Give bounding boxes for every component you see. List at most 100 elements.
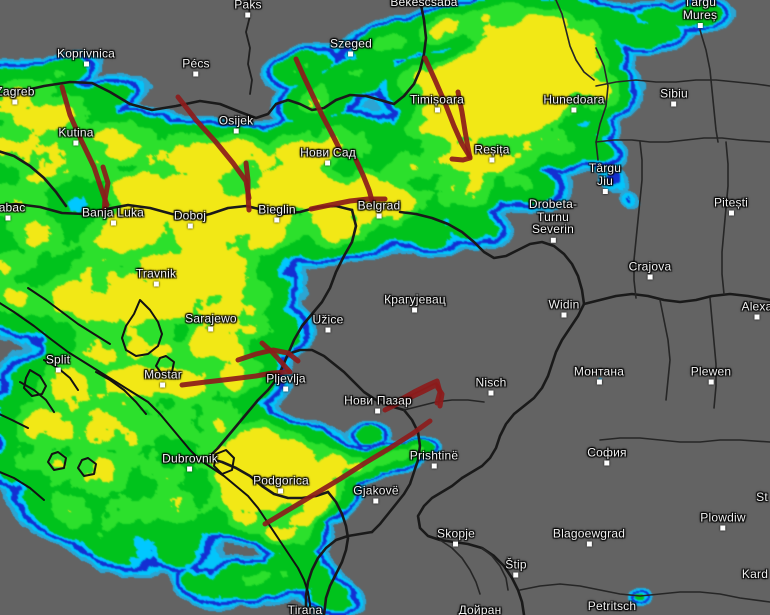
city-name-text: Pécs: [182, 56, 210, 71]
city-name-text: Prishtinë: [409, 448, 459, 463]
city-marker-dot: [187, 223, 193, 229]
city-label[interactable]: Pitești: [714, 197, 748, 216]
arrow-adriatic: [179, 369, 291, 388]
city-label[interactable]: Sarajewo: [185, 313, 237, 332]
city-name-text: Paks: [234, 0, 262, 12]
city-label[interactable]: Plowdiw: [700, 510, 746, 531]
city-marker-dot: [513, 572, 519, 578]
city-label[interactable]: Mostar: [144, 369, 182, 388]
city-name-text: Bieglin: [258, 202, 296, 217]
city-label[interactable]: Skopje: [437, 528, 475, 547]
city-marker-dot: [187, 466, 193, 472]
city-name-text: Sibiu: [660, 86, 688, 101]
city-marker-dot: [325, 160, 331, 166]
city-marker-dot: [550, 237, 556, 243]
city-marker-dot: [233, 128, 239, 134]
city-label[interactable]: Nisch: [475, 377, 506, 396]
city-label[interactable]: Šabac: [0, 202, 26, 221]
city-label[interactable]: Travnik: [136, 268, 176, 287]
city-label[interactable]: Split: [46, 354, 70, 373]
city-marker-dot: [278, 488, 284, 494]
arrow-montenegro: [262, 418, 433, 527]
city-marker-dot: [376, 213, 382, 219]
city-label[interactable]: Монтана: [574, 366, 624, 385]
city-label[interactable]: Zagreb: [0, 86, 35, 105]
city-label[interactable]: Нови Пазар: [344, 395, 412, 414]
city-label[interactable]: София: [587, 445, 627, 466]
city-label[interactable]: Târgu Jiu: [589, 162, 621, 194]
city-marker-dot: [754, 314, 760, 320]
city-label[interactable]: Timișoara: [410, 94, 464, 113]
arrow-resita: [449, 89, 473, 163]
city-label[interactable]: St: [756, 491, 768, 503]
city-name-text: Plowdiw: [700, 510, 746, 525]
city-name-text: Timișoara: [409, 92, 465, 107]
city-name-text: Banja Luka: [81, 205, 145, 220]
city-marker-dot: [434, 107, 440, 113]
city-label[interactable]: Pécs: [182, 56, 210, 77]
city-label[interactable]: Paks: [234, 0, 262, 18]
city-label[interactable]: Békéscsaba: [390, 0, 457, 8]
city-label[interactable]: Crajova: [629, 261, 672, 280]
city-marker-dot: [375, 408, 381, 414]
city-marker-dot: [5, 215, 11, 221]
city-label[interactable]: Нови Сад: [300, 147, 356, 166]
city-name-text: Дойран: [458, 603, 502, 615]
city-label[interactable]: Dubrovnik: [162, 453, 218, 472]
city-label[interactable]: Prishtinë: [410, 450, 459, 469]
city-label[interactable]: Reșița: [474, 144, 509, 163]
city-label[interactable]: Târgu Mureș: [683, 0, 717, 28]
city-marker-dot: [55, 367, 61, 373]
city-name-text: Crajova: [628, 259, 672, 274]
city-label[interactable]: Sibiu: [660, 88, 688, 107]
city-name-text: Sarajewo: [185, 311, 237, 326]
city-label[interactable]: Banja Luka: [82, 207, 144, 226]
city-label[interactable]: Štip: [505, 557, 527, 578]
city-name-text: Štip: [505, 557, 527, 572]
arrow-sava: [293, 56, 343, 153]
city-label[interactable]: Koprivnica: [57, 48, 115, 67]
city-marker-dot: [348, 51, 354, 57]
city-label[interactable]: Дойран: [459, 604, 502, 615]
city-marker-dot: [153, 281, 159, 287]
city-name-text: Békéscsaba: [390, 0, 458, 9]
city-name-text: Alexa: [741, 299, 770, 314]
city-label[interactable]: Kutina: [58, 127, 93, 146]
city-marker-dot: [193, 71, 199, 77]
city-label[interactable]: Kard: [742, 568, 768, 580]
city-label[interactable]: Крагујевац: [384, 294, 446, 313]
storm-track-annotations: [59, 55, 473, 527]
city-label[interactable]: Petritsch: [588, 600, 636, 612]
city-label[interactable]: Blagoewgrad: [553, 528, 625, 547]
city-label[interactable]: Szeged: [330, 38, 372, 57]
city-label[interactable]: Doboj: [174, 210, 206, 229]
city-label[interactable]: Belgrad: [358, 200, 401, 219]
city-label[interactable]: Hunedoara: [543, 94, 604, 113]
city-marker-dot: [245, 12, 251, 18]
arrow-slavonia: [243, 160, 252, 213]
city-name-text: Kutina: [58, 125, 94, 140]
city-name-text: Монтана: [573, 364, 625, 379]
city-label[interactable]: Gjakovë: [353, 485, 399, 504]
city-marker-dot: [274, 217, 280, 223]
city-label[interactable]: Užice: [312, 314, 343, 333]
city-name-text: Belgrad: [357, 198, 401, 213]
city-marker-dot: [720, 525, 726, 531]
city-name-text: Pljevlja: [266, 371, 306, 386]
city-marker-dot: [602, 189, 608, 194]
city-label[interactable]: Alexa: [741, 301, 770, 320]
city-label[interactable]: Drobeta- Turnu Severin: [529, 198, 577, 243]
city-label[interactable]: Bieglin: [258, 202, 296, 223]
city-label[interactable]: Plewen: [691, 366, 732, 385]
city-marker-dot: [83, 61, 89, 67]
city-label[interactable]: Tirana: [288, 604, 323, 615]
city-label[interactable]: Podgorica: [253, 475, 309, 494]
city-label[interactable]: Widin: [548, 299, 579, 318]
city-marker-dot: [160, 382, 166, 388]
city-label[interactable]: Osijek: [219, 115, 254, 134]
city-label[interactable]: Pljevlja: [266, 373, 306, 392]
city-name-text: София: [587, 445, 627, 460]
city-name-text: Крагујевац: [384, 292, 446, 307]
